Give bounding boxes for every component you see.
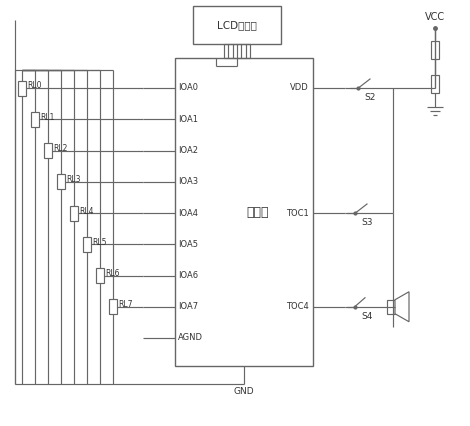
Text: GND: GND <box>234 387 254 396</box>
Bar <box>109 299 117 314</box>
Text: RL3: RL3 <box>66 175 80 184</box>
Text: IOA6: IOA6 <box>178 271 198 280</box>
Text: IOA0: IOA0 <box>178 83 198 92</box>
Bar <box>31 112 39 127</box>
Text: VCC: VCC <box>425 12 445 22</box>
Text: RL1: RL1 <box>40 113 55 122</box>
Bar <box>175 58 313 366</box>
Text: S4: S4 <box>361 312 372 321</box>
Text: LCD液晶屏: LCD液晶屏 <box>217 20 257 30</box>
Bar <box>83 237 91 252</box>
Bar <box>57 174 65 189</box>
Text: IOA4: IOA4 <box>178 208 198 218</box>
Text: RL0: RL0 <box>27 81 41 90</box>
Text: RL4: RL4 <box>79 207 94 216</box>
Bar <box>44 143 52 158</box>
Bar <box>18 81 26 95</box>
Text: RL6: RL6 <box>105 269 119 278</box>
Text: S2: S2 <box>364 93 376 102</box>
Text: TOC4: TOC4 <box>286 302 309 311</box>
Text: TOC1: TOC1 <box>286 208 309 218</box>
Bar <box>193 6 281 44</box>
Bar <box>70 205 78 221</box>
Bar <box>387 300 395 314</box>
Text: RL5: RL5 <box>92 238 107 247</box>
Text: AGND: AGND <box>178 334 203 343</box>
Text: IOA2: IOA2 <box>178 146 198 155</box>
Text: IOA3: IOA3 <box>178 177 198 186</box>
Text: IOA5: IOA5 <box>178 240 198 249</box>
Bar <box>431 75 439 93</box>
Polygon shape <box>395 292 409 322</box>
Bar <box>431 41 439 59</box>
Bar <box>96 268 104 283</box>
Text: IOA1: IOA1 <box>178 115 198 124</box>
Text: VDD: VDD <box>290 83 309 92</box>
Text: RL2: RL2 <box>53 144 67 153</box>
Text: S3: S3 <box>361 218 373 227</box>
Text: IOA7: IOA7 <box>178 302 198 311</box>
Text: RL7: RL7 <box>118 300 133 309</box>
Text: 单片机: 单片机 <box>247 205 269 219</box>
